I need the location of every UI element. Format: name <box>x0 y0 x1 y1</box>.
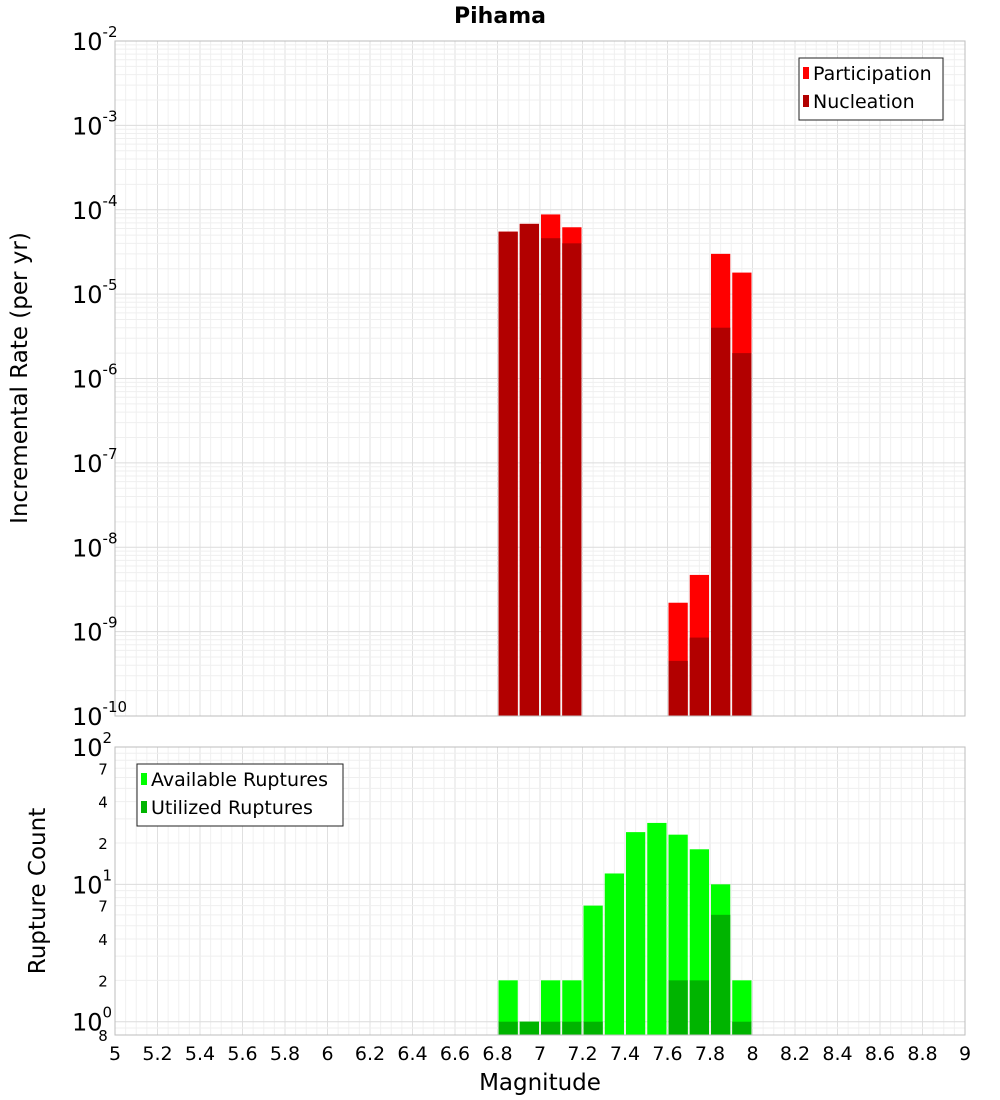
plot-frame <box>114 40 966 717</box>
x-tick-label: 6.6 <box>440 1043 470 1065</box>
x-tick-label: 6.8 <box>482 1043 512 1065</box>
count-bar-available-ruptures <box>583 905 603 1035</box>
count-bar-available-ruptures <box>647 822 667 1035</box>
legend-label: Nucleation <box>813 91 915 113</box>
count-bar-available-ruptures <box>562 980 582 1035</box>
x-tick-label: 7.8 <box>695 1043 725 1065</box>
count-y-axis-title: Rupture Count <box>25 808 51 974</box>
count-bar-available-ruptures <box>626 832 646 1035</box>
y-minor-tick-label: 4 <box>98 794 108 812</box>
y-tick-label: 102 <box>72 729 112 762</box>
legend-swatch <box>803 95 809 107</box>
legend-swatch <box>141 801 147 813</box>
x-tick-label: 5.4 <box>185 1043 215 1065</box>
x-tick-label: 8.2 <box>780 1043 810 1065</box>
y-minor-tick-label: 2 <box>98 835 108 853</box>
count-bar-available-ruptures <box>732 980 752 1035</box>
chart-title: Pihama <box>454 4 546 29</box>
count-bar-utilized-ruptures <box>668 980 688 1035</box>
count-bar-utilized-ruptures <box>498 1021 518 1035</box>
y-minor-tick-label: 8 <box>98 1027 108 1045</box>
rate-panel: 10-2 10-3 10-4 10-5 10-6 10-7 10-8 10-9 10-10 Par… <box>72 23 966 731</box>
legend-label: Utilized Ruptures <box>151 797 313 819</box>
x-tick-label: 8 <box>746 1043 758 1065</box>
y-minor-tick-label: 4 <box>98 931 108 949</box>
x-tick-label: 7.4 <box>610 1043 640 1065</box>
count-bar-utilized-ruptures <box>689 980 709 1035</box>
x-tick-label: 8.8 <box>907 1043 937 1065</box>
legend: Available Ruptures Utilized Ruptures <box>136 763 344 827</box>
legend-swatch <box>803 67 809 79</box>
x-tick-label: 7.2 <box>567 1043 597 1065</box>
y-tick-label: 10-10 <box>72 698 127 731</box>
x-tick-label: 7 <box>534 1043 546 1065</box>
count-bar-available-ruptures <box>541 980 561 1035</box>
rate-bar-nucleation <box>498 231 518 716</box>
count-bar-available-ruptures <box>498 980 518 1035</box>
rate-bar-nucleation <box>711 327 731 716</box>
count-bar-available-ruptures <box>604 873 624 1035</box>
y-tick-label: 10-8 <box>72 529 118 562</box>
legend-box <box>798 57 944 121</box>
legend-box <box>136 763 344 827</box>
x-tick-label: 9 <box>959 1043 971 1065</box>
rate-bar-nucleation <box>689 637 709 716</box>
y-minor-tick-label: 7 <box>98 898 108 916</box>
x-tick-label: 7.6 <box>652 1043 682 1065</box>
legend-swatch <box>141 773 147 785</box>
x-tick-label: 8.4 <box>822 1043 852 1065</box>
legend-label: Available Ruptures <box>151 769 328 791</box>
count-bar-utilized-ruptures <box>711 914 731 1035</box>
y-tick-label: 101 <box>72 866 112 899</box>
rate-bar-nucleation <box>668 660 688 716</box>
y-tick-label: 10-9 <box>72 614 118 647</box>
x-tick-label: 6 <box>321 1043 333 1065</box>
x-tick-label: 5.2 <box>142 1043 172 1065</box>
y-tick-label: 10-5 <box>72 276 118 309</box>
x-tick-label: 5.6 <box>227 1043 257 1065</box>
count-bar-utilized-ruptures <box>583 1021 603 1035</box>
y-tick-label: 10-7 <box>72 445 118 478</box>
y-tick-label: 10-3 <box>72 107 118 140</box>
x-axis-title: Magnitude <box>479 1070 601 1096</box>
count-bar-utilized-ruptures <box>541 1021 561 1035</box>
y-minor-tick-label: 2 <box>98 972 108 990</box>
x-tick-label: 8.6 <box>865 1043 895 1065</box>
x-tick-label: 5 <box>109 1043 121 1065</box>
x-tick-label: 6.2 <box>355 1043 385 1065</box>
y-tick-label: 10-2 <box>72 23 118 56</box>
x-tick-label: 6.4 <box>397 1043 427 1065</box>
legend: Participation Nucleation <box>798 57 944 121</box>
rate-bar-nucleation <box>732 353 752 716</box>
y-minor-tick-label: 7 <box>98 760 108 778</box>
count-bar-utilized-ruptures <box>732 1021 752 1035</box>
rate-bar-nucleation <box>519 223 539 716</box>
rate-bar-nucleation <box>562 243 582 717</box>
x-axis: 5 5.2 5.4 5.6 5.8 6 6.2 6.4 6.6 6.8 7 7.2 7.4 7.6 7.8 8… <box>109 1043 971 1065</box>
rate-y-axis-title: Incremental Rate (per yr) <box>7 232 33 524</box>
count-bar-utilized-ruptures <box>562 1021 582 1035</box>
legend-label: Participation <box>813 63 932 85</box>
y-tick-label: 10-4 <box>72 192 118 225</box>
count-bar-utilized-ruptures <box>519 1021 539 1035</box>
rate-bar-nucleation <box>541 238 561 716</box>
y-tick-label: 10-6 <box>72 361 118 394</box>
plot-frame <box>114 746 966 1036</box>
x-tick-label: 5.8 <box>270 1043 300 1065</box>
